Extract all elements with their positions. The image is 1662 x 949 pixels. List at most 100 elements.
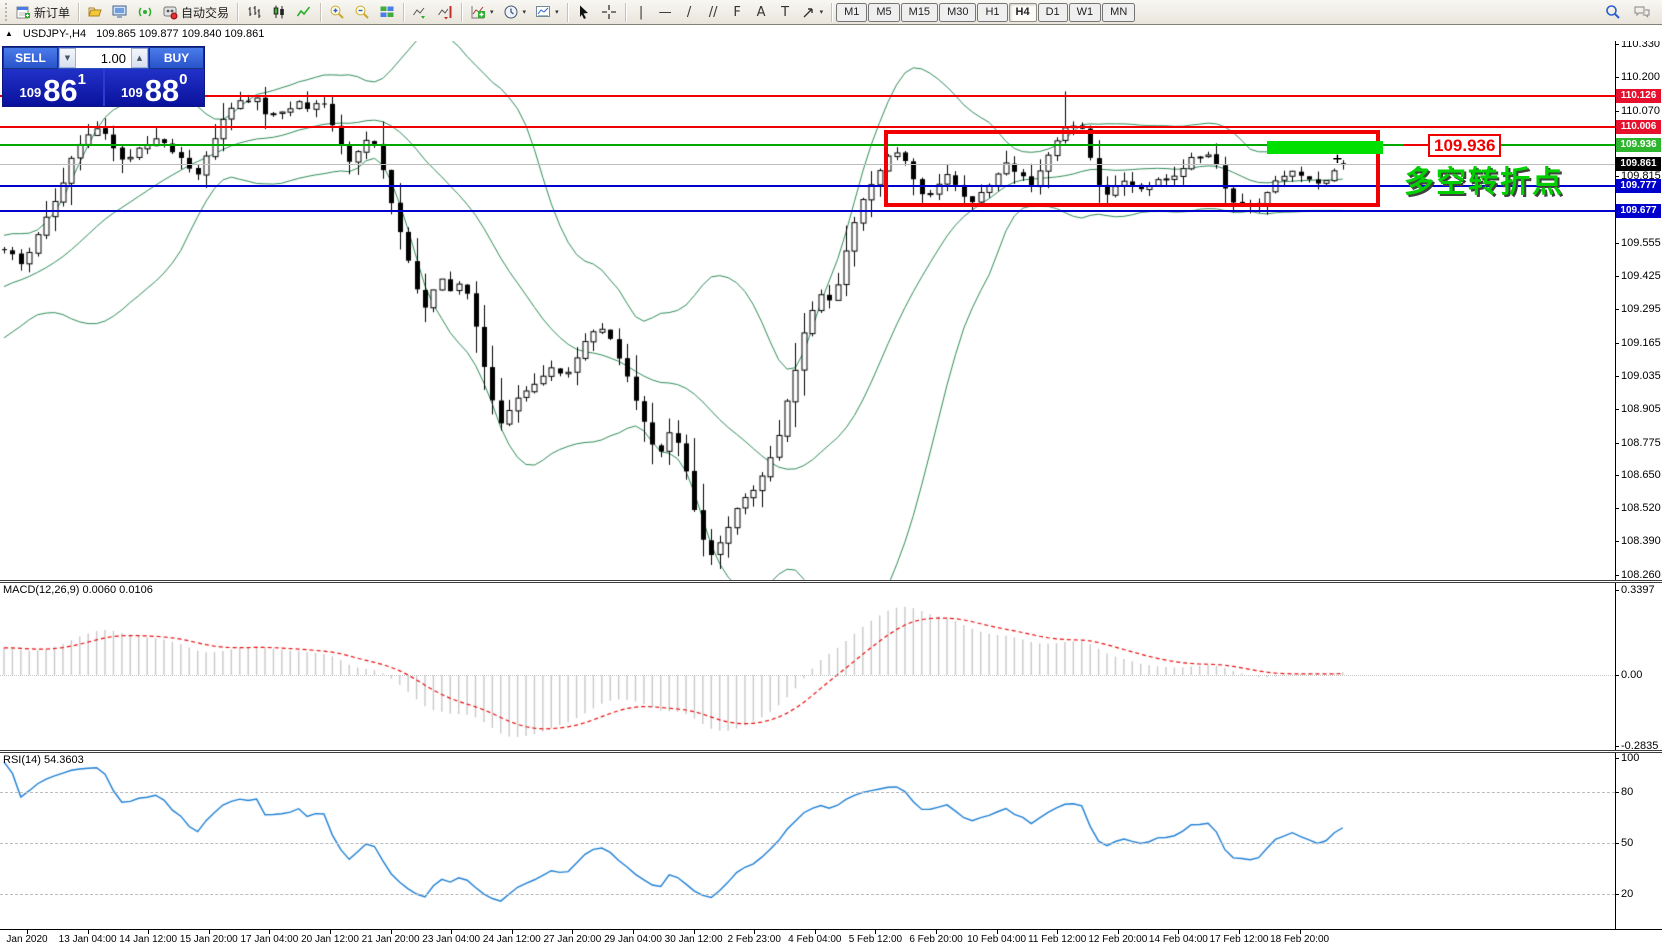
timeframe-h1[interactable]: H1 [977,2,1008,22]
macd-tick-label: -0.2835 [1621,739,1659,752]
price-badge-110.006: 110.006 [1616,120,1661,135]
timeframe-m30[interactable]: M30 [939,2,977,22]
templates-button[interactable]: ▾ [531,2,563,23]
candlestick-chart-icon [271,4,287,20]
pane-separator-macd[interactable] [0,580,1662,583]
time-tick-label: 27 Jan 20:00 [543,934,602,945]
horizontal-level-line-109.861[interactable] [0,163,1615,165]
pane-separator-rsi[interactable] [0,750,1662,753]
price-tick-mark [1615,309,1619,311]
line-chart-button[interactable] [292,2,316,23]
tile-windows-button[interactable] [375,2,399,23]
consolidation-box-annotation[interactable] [884,130,1380,207]
price-tick-mark [1615,574,1619,576]
buy-price-big: 88 [144,73,180,108]
zoom-out-button[interactable] [350,2,374,23]
volume-increase-button[interactable]: ▲ [131,48,148,68]
zoom-in-button[interactable] [325,2,349,23]
volume-decrease-button[interactable]: ▼ [59,48,76,68]
time-tick-mark [996,930,998,934]
time-tick-label: 6 Feb 20:00 [909,934,963,945]
time-tick-mark [693,930,695,934]
crosshair-button[interactable] [597,2,621,23]
trendline-button[interactable]: / [678,2,701,23]
horizontal-level-line-109.777[interactable] [0,184,1615,187]
price-tick-label: 108.650 [1621,468,1661,481]
macd-tick-mark [1615,590,1619,592]
time-tick-label: 24 Jan 12:00 [482,934,541,945]
buy-button[interactable]: BUY [149,47,204,69]
community-chat-button[interactable] [1629,2,1655,23]
one-click-collapse-toggle[interactable]: ▲ [5,28,13,38]
timeframe-m5[interactable]: M5 [868,2,900,22]
timeframe-m1[interactable]: M1 [836,2,868,22]
rsi-tick-mark [1615,843,1619,844]
time-tick-label: 17 Feb 12:00 [1209,934,1269,945]
note-text-annotation[interactable]: 多空转折点 [1404,166,1564,199]
time-tick-label: 2 Feb 23:00 [727,934,781,945]
dropdown-caret-icon: ▾ [522,9,527,16]
volume-input[interactable] [76,48,131,68]
price-tick-mark [1615,409,1619,411]
auto-scroll-button[interactable] [408,2,432,23]
horizontal-level-line-110.126[interactable] [0,95,1615,98]
profiles-button[interactable] [83,2,107,23]
arrows-button[interactable]: ▾ [798,2,828,23]
label-icon: T [781,4,790,20]
macd-values: 0.0060 0.0106 [82,584,153,596]
time-tick-label: 23 Jan 04:00 [422,934,481,945]
terminal-button[interactable] [108,2,132,23]
search-button[interactable] [1601,2,1625,23]
time-tick-label: 15 Jan 20:00 [179,934,238,945]
timeframe-h4[interactable]: H4 [1008,2,1037,22]
timeframe-w1[interactable]: W1 [1068,2,1102,22]
horizontal-level-line-109.677[interactable] [0,210,1615,213]
channel-button[interactable]: // [702,2,725,23]
buy-price-panel[interactable]: 109 88 0 [104,69,204,108]
chart-shift-button[interactable] [433,2,457,23]
sell-button[interactable]: SELL [3,47,58,69]
rsi-tick-label: 80 [1621,786,1634,798]
timeframe-m15[interactable]: M15 [900,2,939,22]
horizontal-level-line-109.936[interactable] [0,144,1615,146]
label-button[interactable]: T [774,2,797,23]
separator [831,2,833,22]
price-tick-mark [1615,508,1619,510]
time-tick-label: 29 Jan 04:00 [604,934,662,945]
time-tick-mark [1299,930,1301,934]
horizontal-level-line-110.006[interactable] [0,126,1615,129]
horizontal-line-button[interactable]: — [654,2,677,23]
time-tick-mark [330,930,331,934]
periods-button[interactable]: ▾ [499,2,531,23]
signals-button[interactable] [133,2,157,23]
text-button[interactable]: A [750,2,773,23]
timeframe-mn[interactable]: MN [1102,2,1136,22]
time-tick-label: 17 Jan 04:00 [240,934,299,945]
price-level-label[interactable]: 109.936 [1428,134,1502,157]
cursor-button[interactable] [572,2,596,23]
price-tick-mark [1615,276,1619,278]
search-icon [1605,4,1621,20]
toolbar-grip[interactable] [5,3,9,21]
autotrading-button[interactable]: 自动交易 [158,2,233,23]
sell-price-panel[interactable]: 109 86 1 [3,69,103,106]
time-tick-mark [87,930,89,934]
autotrading-label: 自动交易 [181,5,230,20]
bar-chart-button[interactable] [242,2,266,23]
timeframe-d1[interactable]: D1 [1037,2,1068,22]
fibonacci-button[interactable]: F [726,2,749,23]
price-tick-mark [1615,242,1619,244]
resistance-bar-annotation[interactable] [1267,141,1383,154]
horizontal-line-icon: — [658,4,672,20]
rsi-level-line-50 [0,843,1615,844]
buy-price-pip: 0 [179,71,188,88]
terminal-icon [112,4,128,20]
price-tick-label: 108.905 [1621,403,1661,416]
channel-icon: // [708,4,718,20]
time-axis: Jan 2020 13 Jan 04:00 14 Jan 12:00 15 Jan 2… [0,929,1662,949]
new-order-button[interactable]: 新订单 [12,2,74,23]
indicators-button[interactable]: ▾ [466,2,498,23]
vertical-line-button[interactable]: | [630,2,653,23]
candlestick-chart-button[interactable] [267,2,291,23]
